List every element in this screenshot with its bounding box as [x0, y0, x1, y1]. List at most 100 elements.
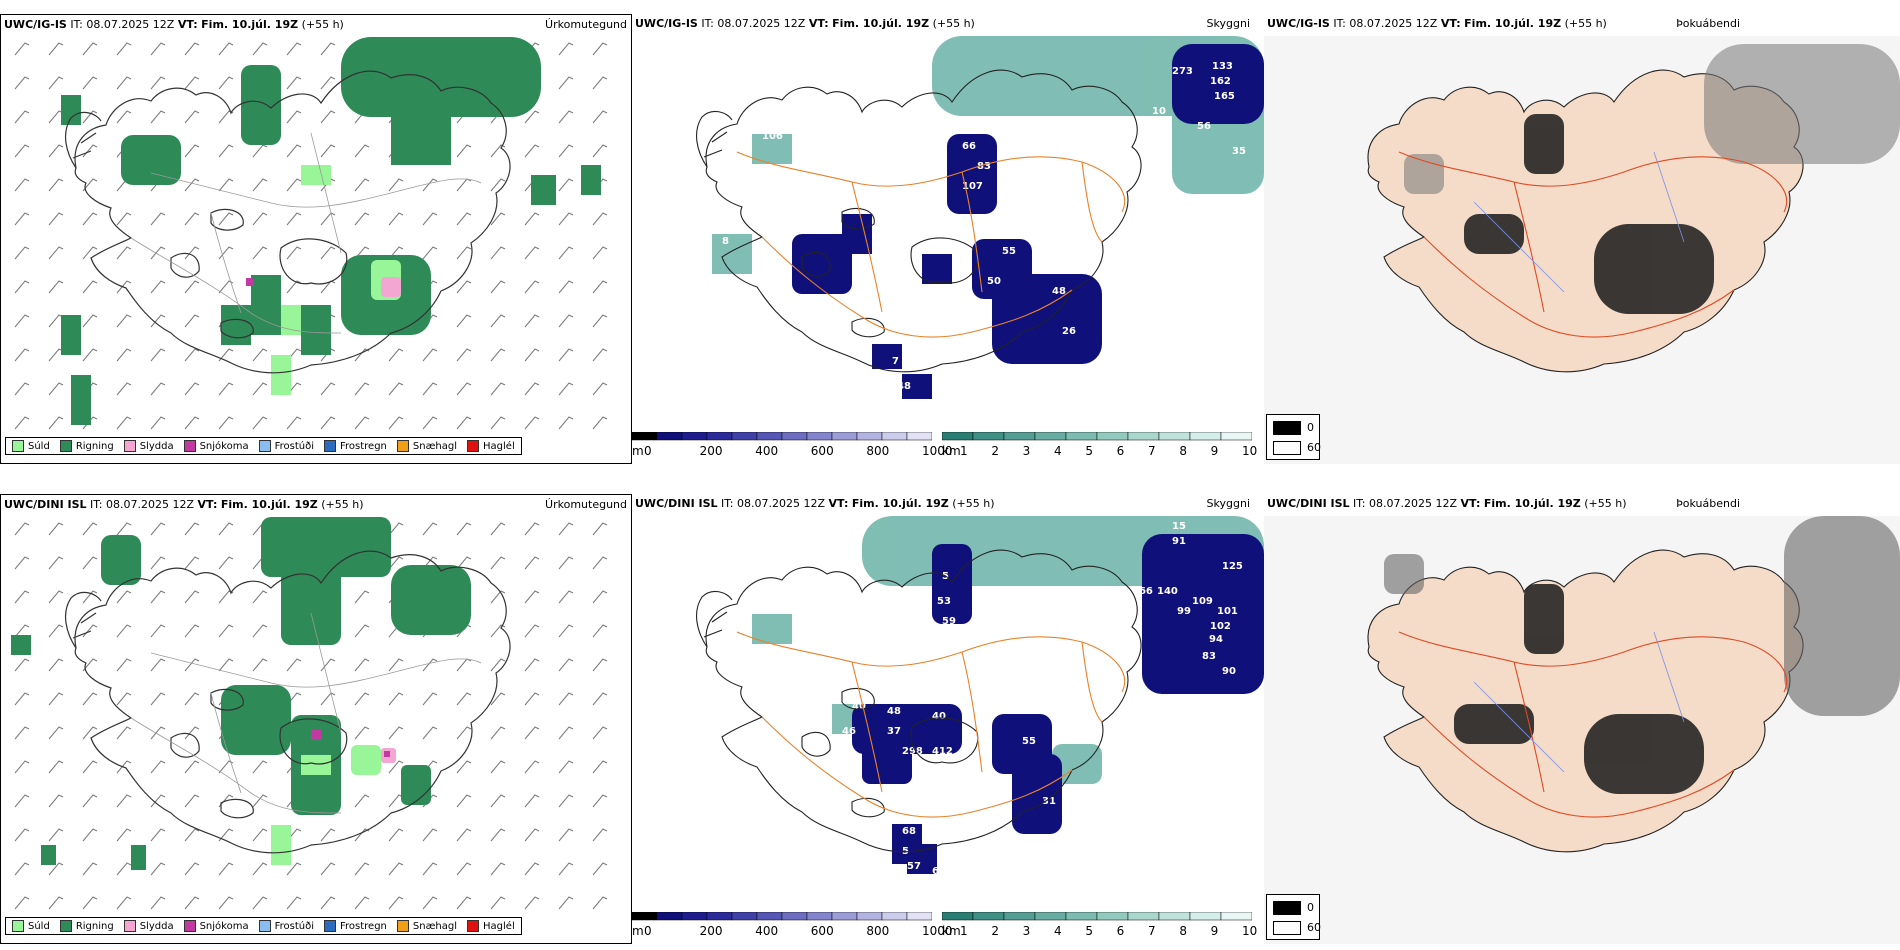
legend-label: Rigning [75, 920, 114, 932]
legend-label: Snæhagl [412, 920, 458, 932]
wind-barb [48, 144, 64, 158]
wind-barb [48, 828, 64, 842]
legend-item: Rigning [59, 920, 114, 932]
wind-barb [252, 348, 268, 362]
panel-tag: Úrkomutegund [545, 18, 627, 31]
wind-barb [524, 280, 540, 294]
wind-barb [592, 726, 608, 740]
colorbar-tick: 3 [1022, 444, 1031, 458]
wind-barb [354, 416, 370, 430]
wind-barb [218, 280, 234, 294]
wind-barb [116, 246, 132, 260]
wind-barb [456, 178, 472, 192]
colorbar-tick: 600 [810, 444, 834, 458]
wind-barb [252, 760, 268, 774]
wind-barb [116, 382, 132, 396]
wind-barb [558, 794, 574, 808]
wind-barb [558, 522, 574, 536]
wind-barb [388, 828, 404, 842]
colorbar-segment [632, 432, 658, 441]
wind-barb [252, 416, 268, 430]
visibility-value: 101 [887, 236, 908, 247]
colorbar-segment [906, 912, 932, 921]
wind-barb [320, 246, 336, 260]
visibility-value: 55 [1002, 246, 1016, 257]
wind-barb [14, 624, 30, 638]
colorbar-segment [831, 432, 858, 441]
wind-barb [48, 896, 64, 910]
wind-barb [558, 212, 574, 226]
colorbar-tick: 0 [644, 444, 652, 458]
colorbar-tick: 6 [1116, 444, 1125, 458]
wind-barb [388, 692, 404, 706]
wind-barb [592, 314, 608, 328]
wind-barb [150, 382, 166, 396]
wind-barb [48, 522, 64, 536]
wind-barb [558, 590, 574, 604]
colorbar-tick: 800 [866, 444, 890, 458]
wind-barb [150, 76, 166, 90]
visibility-value: 73 [882, 221, 896, 232]
colorbar-segment [972, 912, 1005, 921]
wind-barb [524, 556, 540, 570]
colorbar-segment [856, 912, 883, 921]
fog-legend-swatch [1273, 901, 1301, 915]
wind-barb [592, 556, 608, 570]
wind-barb [116, 110, 132, 124]
colorbar-segment [881, 912, 908, 921]
wind-barb [48, 42, 64, 56]
wind-barb [48, 794, 64, 808]
visibility-value: 48 [1052, 286, 1066, 297]
fog-legend: 0 60 [1266, 894, 1321, 940]
colorbar-segment [756, 432, 783, 441]
precip-legend: Súld Rigning Slydda Snjókoma Frostúði Frostre… [5, 917, 522, 935]
wind-barb [388, 658, 404, 672]
colorbar-segment [632, 912, 658, 921]
visibility-value: 10 [1152, 106, 1166, 117]
wind-barb [14, 42, 30, 56]
wind-barb [592, 144, 608, 158]
colorbar-m: m 0 200 400 600 800 1000 [632, 912, 953, 942]
wind-barb [150, 692, 166, 706]
wind-barb [558, 280, 574, 294]
wind-barb [82, 760, 98, 774]
colorbar-unit: km [942, 924, 961, 938]
wind-barb [592, 760, 608, 774]
wind-barb [82, 110, 98, 124]
wind-barb [82, 556, 98, 570]
wind-barb [456, 794, 472, 808]
wind-barb [456, 896, 472, 910]
wind-barb [422, 522, 438, 536]
visibility-value: 37 [887, 726, 901, 737]
wind-barb [524, 144, 540, 158]
wind-barb [150, 416, 166, 430]
road-network [736, 151, 1126, 338]
panel-tag: Þokuábendi [1676, 497, 1740, 510]
wind-barb [592, 658, 608, 672]
panel-title: UWC/IG-IS IT: 08.07.2025 12Z VT: Fim. 10… [635, 17, 975, 30]
wind-barb [116, 416, 132, 430]
colorbar-segment [881, 432, 908, 441]
legend-swatch [183, 440, 196, 452]
wind-barb [558, 726, 574, 740]
fog-legend-label: 0 [1307, 421, 1314, 434]
wind-barb [354, 862, 370, 876]
colorbar-segment [756, 912, 783, 921]
wind-barb [286, 212, 302, 226]
wind-barb [490, 416, 506, 430]
wind-barb [422, 726, 438, 740]
wind-barb [558, 314, 574, 328]
visibility-value: 90 [1222, 666, 1236, 677]
legend-label: Snjókoma [199, 920, 249, 932]
panel-title: UWC/DINI ISL IT: 08.07.2025 12Z VT: Fim.… [4, 498, 364, 511]
wind-barb [150, 590, 166, 604]
wind-barb [286, 110, 302, 124]
fog-legend-label: 60 [1307, 921, 1321, 934]
legend-item: Haglél [467, 920, 515, 932]
legend-label: Slydda [139, 440, 174, 452]
wind-barb [592, 76, 608, 90]
colorbar-segment [1189, 912, 1222, 921]
wind-barb [422, 692, 438, 706]
wind-barb [354, 590, 370, 604]
wind-barb [252, 862, 268, 876]
